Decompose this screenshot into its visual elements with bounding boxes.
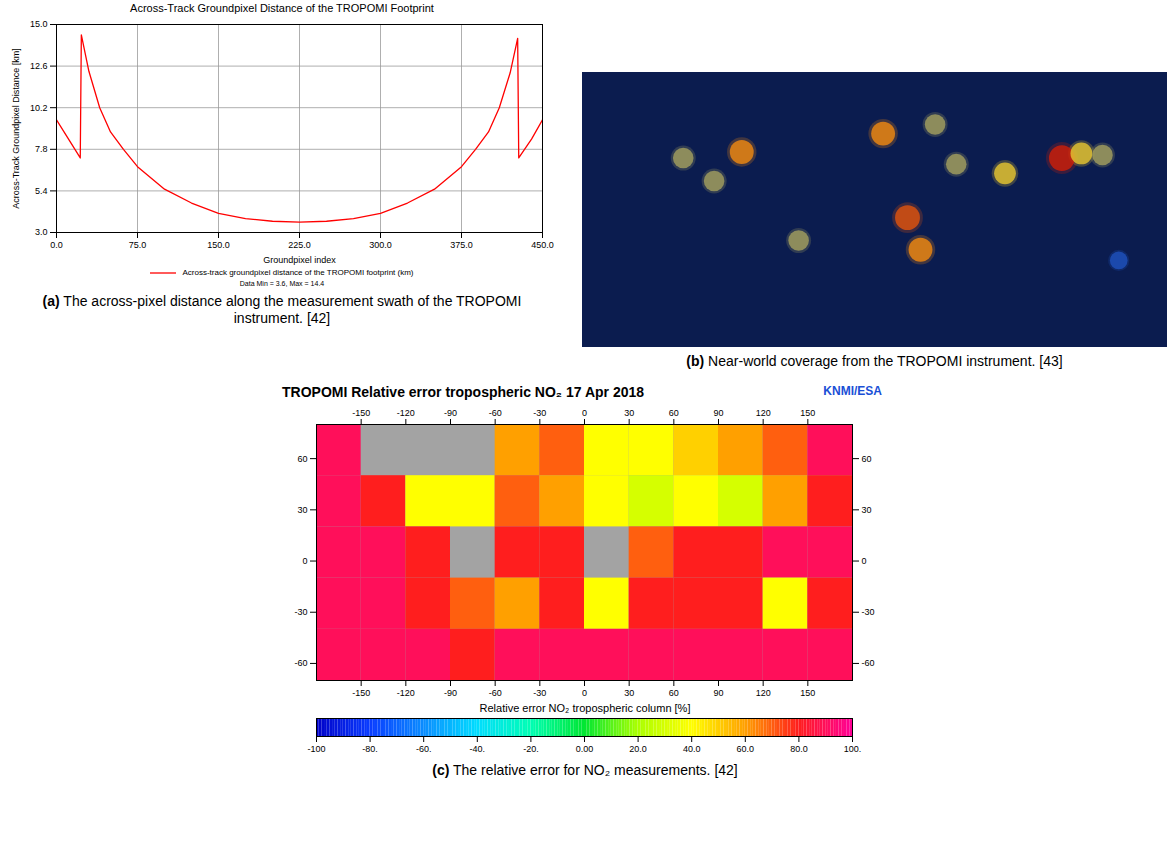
svg-text:60: 60 — [669, 688, 679, 698]
svg-text:15.0: 15.0 — [30, 19, 48, 29]
svg-text:-150: -150 — [352, 688, 370, 698]
svg-text:-120: -120 — [397, 408, 415, 418]
svg-text:-30: -30 — [862, 607, 875, 617]
html-text:KNMI/ESA: KNMI/ESA — [823, 384, 882, 398]
svg-text:0: 0 — [582, 688, 587, 698]
svg-text:-60: -60 — [294, 658, 307, 668]
svg-text:-40.: -40. — [470, 744, 486, 754]
html-text:Across-Track Groundpixel Dista: Across-Track Groundpixel Distance of the… — [130, 2, 434, 14]
svg-text:375.0: 375.0 — [450, 240, 473, 250]
svg-text:225.0: 225.0 — [288, 240, 311, 250]
svg-text:3.0: 3.0 — [35, 227, 48, 237]
svg-text:40.0: 40.0 — [683, 744, 701, 754]
svg-text:100.: 100. — [844, 744, 862, 754]
svg-text:300.0: 300.0 — [369, 240, 392, 250]
svg-text:-60.: -60. — [416, 744, 432, 754]
svg-text:-60: -60 — [862, 658, 875, 668]
svg-text:30: 30 — [624, 688, 634, 698]
svg-text:80.0: 80.0 — [790, 744, 808, 754]
svg-text:-30: -30 — [294, 607, 307, 617]
svg-text:-30: -30 — [533, 688, 546, 698]
svg-text:150.0: 150.0 — [207, 240, 230, 250]
svg-text:150: 150 — [800, 688, 815, 698]
svg-text:90: 90 — [713, 408, 723, 418]
svg-text:30: 30 — [297, 505, 307, 515]
svg-text:90: 90 — [713, 688, 723, 698]
html-text:Data Min = 3.6, Max = 14.4: Data Min = 3.6, Max = 14.4 — [239, 280, 325, 287]
html-text:(c) The relative error for NO₂: (c) The relative error for NO₂ measureme… — [432, 762, 738, 778]
svg-text:30: 30 — [624, 408, 634, 418]
svg-text:120: 120 — [756, 688, 771, 698]
svg-text:-20.: -20. — [523, 744, 539, 754]
svg-text:60.0: 60.0 — [737, 744, 755, 754]
html-text:(b) Near-world coverage from t: (b) Near-world coverage from the TROPOMI… — [686, 353, 1063, 369]
html-text:Relative error NO₂ tropospheri: Relative error NO₂ tropospheric column [… — [479, 702, 691, 714]
svg-text:Groundpixel index: Groundpixel index — [263, 255, 336, 265]
svg-text:0: 0 — [302, 556, 307, 566]
svg-text:-100: -100 — [307, 744, 325, 754]
svg-text:-90: -90 — [444, 688, 457, 698]
svg-text:0: 0 — [862, 556, 867, 566]
html-text:(a) The across-pixel distance: (a) The across-pixel distance along the … — [42, 293, 522, 326]
svg-text:Across-Track Groundpixel Dista: Across-Track Groundpixel Distance [km] — [11, 48, 21, 209]
svg-text:30: 30 — [862, 505, 872, 515]
svg-text:0.0: 0.0 — [50, 240, 63, 250]
svg-text:60: 60 — [297, 454, 307, 464]
svg-text:450.0: 450.0 — [531, 240, 554, 250]
svg-text:60: 60 — [669, 408, 679, 418]
svg-text:60: 60 — [862, 454, 872, 464]
svg-text:7.8: 7.8 — [35, 144, 48, 154]
svg-text:-120: -120 — [397, 688, 415, 698]
svg-text:20.0: 20.0 — [629, 744, 647, 754]
svg-text:-90: -90 — [444, 408, 457, 418]
svg-text:0.00: 0.00 — [576, 744, 594, 754]
svg-text:75.0: 75.0 — [129, 240, 147, 250]
svg-text:10.2: 10.2 — [30, 103, 48, 113]
html-text:TROPOMI Relative error troposp: TROPOMI Relative error tropospheric NO₂ … — [282, 384, 644, 400]
svg-text:12.6: 12.6 — [30, 61, 48, 71]
svg-text:-30: -30 — [533, 408, 546, 418]
svg-text:0: 0 — [582, 408, 587, 418]
svg-text:120: 120 — [756, 408, 771, 418]
svg-text:150: 150 — [800, 408, 815, 418]
svg-text:-150: -150 — [352, 408, 370, 418]
svg-text:-60: -60 — [489, 408, 502, 418]
html-text:Across-track groundpixel dista: Across-track groundpixel distance of the… — [182, 268, 414, 277]
svg-text:5.4: 5.4 — [35, 186, 48, 196]
svg-text:-60: -60 — [489, 688, 502, 698]
svg-text:-80.: -80. — [362, 744, 378, 754]
